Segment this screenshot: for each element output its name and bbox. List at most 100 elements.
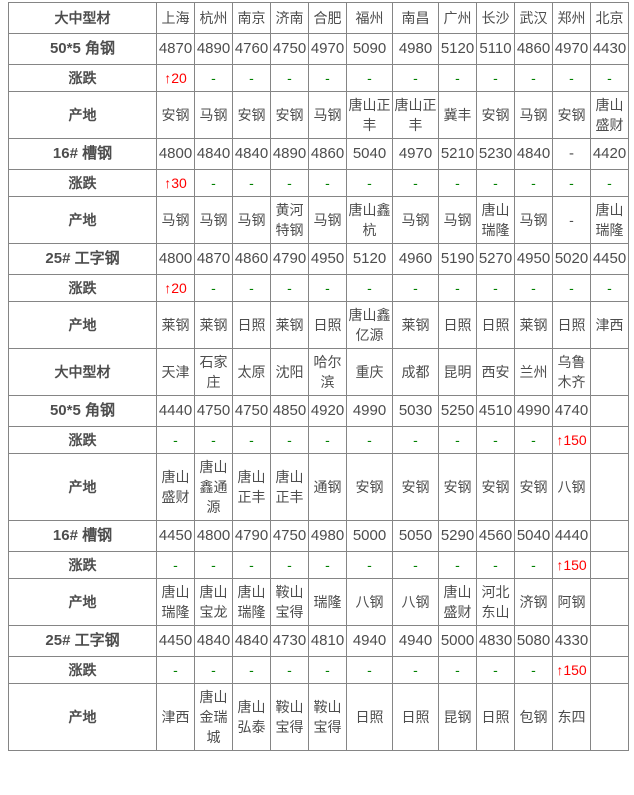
origin-label: 产地: [8, 196, 157, 244]
price-cell: 5020: [552, 243, 591, 275]
origin-cell: 马钢: [194, 91, 233, 139]
change-cell: -: [308, 64, 347, 92]
price-cell: 4940: [392, 625, 439, 657]
origin-row: 产地 安钢 马钢 安钢 安钢 马钢 唐山正丰 唐山正丰 冀丰 安钢 马钢 安钢 唐山盛财: [8, 91, 629, 139]
city-header: 北京: [590, 2, 629, 34]
city-header: 广州: [438, 2, 477, 34]
city-header: 天津: [156, 348, 195, 396]
origin-cell: 唐山瑞隆: [476, 196, 515, 244]
origin-cell: 唐山正丰: [392, 91, 439, 139]
change-cell: -: [514, 64, 553, 92]
change-cell: -: [346, 426, 393, 454]
change-cell: -: [392, 426, 439, 454]
change-cell: -: [514, 656, 553, 684]
table-body: 大中型材 上海 杭州 南京 济南 合肥 福州 南昌 广州 长沙 武汉 郑州 北京 50*5 角钢 4870 4…: [8, 2, 629, 751]
origin-cell: 莱钢: [514, 301, 553, 349]
change-cell: -: [438, 64, 477, 92]
origin-cell: 唐山金瑞城: [194, 683, 233, 751]
price-cell: 5120: [438, 33, 477, 65]
origin-cell: 昆钢: [438, 683, 477, 751]
change-cell: -: [308, 169, 347, 197]
price-cell: 4840: [232, 138, 271, 170]
origin-cell: 八钢: [392, 578, 439, 626]
city-header: 长沙: [476, 2, 515, 34]
price-row: 16# 槽钢 4800 4840 4840 4890 4860 5040 4970 5210 52…: [8, 138, 629, 170]
change-cell: ↑20: [156, 274, 195, 302]
price-cell: 5190: [438, 243, 477, 275]
change-cell: -: [590, 169, 629, 197]
origin-cell: 唐山鑫杭: [346, 196, 393, 244]
origin-cell: [590, 578, 629, 626]
price-cell: 5270: [476, 243, 515, 275]
price-cell: 4510: [476, 395, 515, 427]
origin-cell: 安钢: [392, 453, 439, 521]
change-cell: -: [156, 551, 195, 579]
price-cell: 4840: [194, 625, 233, 657]
change-cell: -: [346, 551, 393, 579]
change-cell: -: [346, 656, 393, 684]
price-cell: 4970: [392, 138, 439, 170]
price-cell: 5120: [346, 243, 393, 275]
origin-cell: 日照: [308, 301, 347, 349]
product-name: 16# 槽钢: [8, 138, 157, 170]
change-cell: -: [194, 656, 233, 684]
change-cell: ↑150: [552, 426, 591, 454]
price-cell: 4840: [194, 138, 233, 170]
price-cell: 5290: [438, 520, 477, 552]
change-cell: -: [270, 551, 309, 579]
change-cell: -: [514, 551, 553, 579]
origin-cell: 马钢: [392, 196, 439, 244]
change-cell: -: [552, 274, 591, 302]
price-cell: 5230: [476, 138, 515, 170]
price-cell: [590, 520, 629, 552]
change-cell: -: [590, 274, 629, 302]
change-cell: -: [476, 64, 515, 92]
price-cell: 5210: [438, 138, 477, 170]
product-name: 16# 槽钢: [8, 520, 157, 552]
city-header: 乌鲁木齐: [552, 348, 591, 396]
price-cell: 4440: [552, 520, 591, 552]
change-cell: -: [232, 551, 271, 579]
origin-cell: 津西: [590, 301, 629, 349]
origin-cell: 日照: [346, 683, 393, 751]
city-header: 西安: [476, 348, 515, 396]
origin-cell: 日照: [552, 301, 591, 349]
change-cell: -: [156, 426, 195, 454]
price-cell: 4940: [346, 625, 393, 657]
change-cell: -: [476, 426, 515, 454]
origin-cell: 马钢: [514, 196, 553, 244]
change-cell: -: [476, 169, 515, 197]
city-header: 武汉: [514, 2, 553, 34]
price-cell: 5000: [438, 625, 477, 657]
city-header: 济南: [270, 2, 309, 34]
origin-cell: 唐山瑞隆: [232, 578, 271, 626]
origin-cell: 唐山瑞隆: [156, 578, 195, 626]
change-cell: [590, 551, 629, 579]
change-cell: -: [514, 169, 553, 197]
product-name: 50*5 角钢: [8, 33, 157, 65]
origin-row: 产地 唐山盛财 唐山鑫通源 唐山正丰 唐山正丰 通钢 安钢 安钢 安钢 安钢 安钢 八钢: [8, 453, 629, 521]
price-cell: [590, 395, 629, 427]
origin-cell: 安钢: [476, 453, 515, 521]
change-row: 涨跌 ↑20- - - - - - - - - - -: [8, 274, 629, 302]
price-cell: 4970: [552, 33, 591, 65]
change-cell: -: [346, 274, 393, 302]
price-row: 16# 槽钢 4450 4800 4790 4750 4980 5000 5050 5290 45…: [8, 520, 629, 552]
change-cell: ↑20: [156, 64, 195, 92]
price-cell: 4840: [232, 625, 271, 657]
price-cell: 4980: [392, 33, 439, 65]
origin-cell: 冀丰: [438, 91, 477, 139]
origin-cell: 莱钢: [392, 301, 439, 349]
change-cell: -: [392, 169, 439, 197]
change-cell: [590, 656, 629, 684]
city-header: 杭州: [194, 2, 233, 34]
origin-cell: 日照: [392, 683, 439, 751]
price-cell: 4330: [552, 625, 591, 657]
change-cell: ↑30: [156, 169, 195, 197]
price-cell: [590, 625, 629, 657]
price-cell: 4790: [232, 520, 271, 552]
city-header: 昆明: [438, 348, 477, 396]
price-cell: 4990: [346, 395, 393, 427]
price-cell: 4750: [270, 33, 309, 65]
origin-cell: 马钢: [438, 196, 477, 244]
